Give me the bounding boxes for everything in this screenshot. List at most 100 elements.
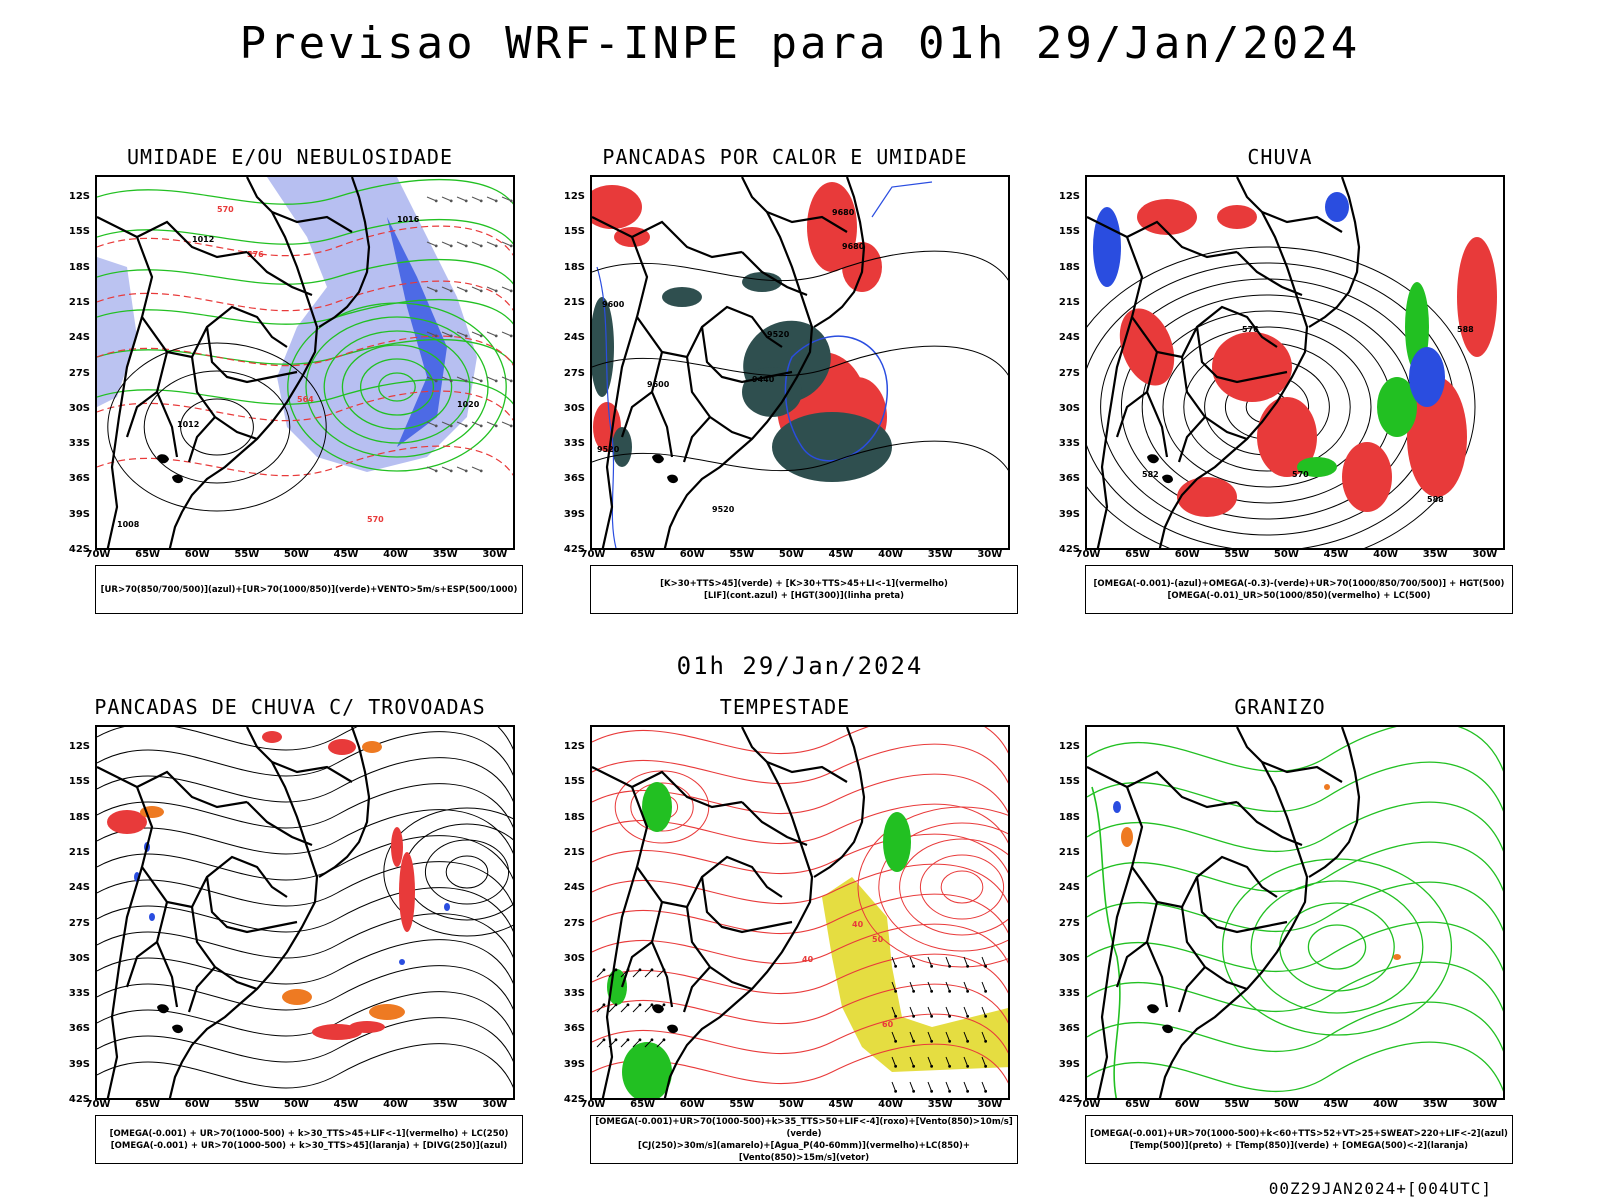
- latitude-tick-label: 30S: [1058, 402, 1080, 414]
- latitude-tick-label: 27S: [68, 917, 90, 929]
- longitude-tick-label: 55W: [729, 1099, 755, 1110]
- latitude-tick-label: 18S: [68, 811, 90, 823]
- longitude-tick-label: 30W: [1472, 1099, 1498, 1110]
- svg-text:570: 570: [367, 515, 384, 524]
- legend-line: [OMEGA(-0.001) + UR>70(1000-500) + k>30_…: [109, 1128, 509, 1139]
- longitude-tick-label: 65W: [135, 549, 161, 560]
- forecast-map: 40 50 60 40: [590, 725, 1010, 1100]
- svg-text:582: 582: [1142, 470, 1159, 479]
- svg-text:9600: 9600: [602, 300, 625, 309]
- svg-text:40: 40: [802, 955, 814, 964]
- longitude-tick-label: 35W: [1422, 1099, 1448, 1110]
- panel-legend: [OMEGA(-0.001)+UR>70(1000-500)+k<60+TTS>…: [1085, 1115, 1513, 1164]
- legend-line: [OMEGA(-0.01)_UR>50(1000/850)(vermelho) …: [1167, 590, 1431, 601]
- legend-line: [K>30+TTS>45](verde) + [K>30+TTS>45+LI<-…: [660, 578, 948, 589]
- svg-text:1012: 1012: [192, 235, 214, 244]
- latitude-tick-label: 39S: [563, 1058, 585, 1070]
- longitude-tick-label: 40W: [1373, 1099, 1399, 1110]
- longitude-tick-label: 35W: [927, 549, 953, 560]
- longitude-tick-label: 60W: [679, 1099, 705, 1110]
- legend-line: [OMEGA(-0.001)+UR>70(1000-500)+k<60+TTS>…: [1090, 1128, 1508, 1139]
- panel-5: TEMPESTADE 12S 15S 18S 21S 24S 27S 30S 33S 36S 39S…: [555, 695, 1018, 1175]
- map-field-graphic: 1012 1016 1020 1012 1008 570 576 564 570: [97, 177, 513, 548]
- map-field-graphic: 576 582 588 570 588: [1087, 177, 1497, 548]
- latitude-tick-label: 42S: [563, 1094, 585, 1105]
- longitude-tick-label: 65W: [1125, 549, 1151, 560]
- longitude-tick-label: 45W: [333, 549, 359, 560]
- longitude-tick-label: 50W: [283, 549, 309, 560]
- forecast-map: 1012 1016 1020 1012 1008 570 576 564 570: [95, 175, 515, 550]
- svg-text:9600: 9600: [647, 380, 670, 389]
- latitude-tick-label: 21S: [563, 296, 585, 308]
- svg-text:1008: 1008: [117, 520, 140, 529]
- latitude-tick-label: 27S: [563, 917, 585, 929]
- latitude-tick-label: 30S: [1058, 952, 1080, 964]
- panel-title: CHUVA: [1247, 145, 1313, 169]
- svg-text:9440: 9440: [752, 375, 775, 384]
- latitude-tick-label: 21S: [68, 296, 90, 308]
- latitude-tick-label: 18S: [563, 261, 585, 273]
- latitude-tick-label: 36S: [1058, 1023, 1080, 1035]
- longitude-tick-label: 60W: [184, 549, 210, 560]
- latitude-tick-label: 27S: [1058, 367, 1080, 379]
- longitude-tick-label: 55W: [234, 549, 260, 560]
- longitude-tick-label: 55W: [234, 1099, 260, 1110]
- latitude-tick-label: 39S: [68, 508, 90, 520]
- latitude-tick-label: 42S: [68, 544, 90, 555]
- svg-text:60: 60: [882, 1020, 894, 1029]
- forecast-time-label: 01h 29/Jan/2024: [676, 652, 924, 680]
- latitude-tick-label: 27S: [563, 367, 585, 379]
- longitude-tick-label: 30W: [482, 1099, 508, 1110]
- main-title: Previsao WRF-INPE para 01h 29/Jan/2024: [239, 18, 1361, 69]
- panel-3: CHUVA 12S 15S 18S 21S 24S 27S 30S 33S 36S 39S 42S 70…: [1050, 145, 1513, 625]
- latitude-tick-label: 39S: [1058, 1058, 1080, 1070]
- longitude-tick-label: 70W: [580, 1099, 606, 1110]
- svg-text:50: 50: [872, 935, 884, 944]
- latitude-tick-label: 15S: [68, 226, 90, 238]
- latitude-tick-label: 12S: [1058, 191, 1080, 202]
- longitude-tick-label: 45W: [828, 1099, 854, 1110]
- forecast-map: [95, 725, 515, 1100]
- latitude-tick-label: 12S: [68, 191, 90, 202]
- latitude-tick-label: 24S: [1058, 332, 1080, 344]
- svg-text:9680: 9680: [832, 208, 855, 217]
- latitude-tick-label: 42S: [68, 1094, 90, 1105]
- latitude-tick-label: 15S: [1058, 226, 1080, 238]
- latitude-tick-label: 33S: [1058, 438, 1080, 450]
- latitude-tick-label: 36S: [68, 473, 90, 485]
- latitude-tick-label: 12S: [563, 191, 585, 202]
- longitude-tick-label: 70W: [85, 1099, 111, 1110]
- latitude-tick-label: 18S: [563, 811, 585, 823]
- legend-line: [UR>70(850/700/500)](azul)+[UR>70(1000/8…: [100, 584, 518, 595]
- latitude-tick-label: 33S: [68, 438, 90, 450]
- longitude-tick-label: 45W: [1323, 1099, 1349, 1110]
- svg-text:1016: 1016: [397, 215, 420, 224]
- legend-line: [OMEGA(-0.001)+UR>70(1000-500)+k>35_TTS>…: [595, 1116, 1013, 1139]
- longitude-tick-label: 30W: [482, 549, 508, 560]
- longitude-tick-label: 30W: [1472, 549, 1498, 560]
- panel-title: GRANIZO: [1234, 695, 1326, 719]
- latitude-tick-label: 30S: [68, 952, 90, 964]
- latitude-tick-label: 33S: [563, 988, 585, 1000]
- panel-title: TEMPESTADE: [719, 695, 851, 719]
- longitude-tick-label: 35W: [432, 549, 458, 560]
- longitude-tick-label: 60W: [184, 1099, 210, 1110]
- latitude-tick-label: 33S: [68, 988, 90, 1000]
- latitude-tick-label: 12S: [563, 741, 585, 752]
- latitude-tick-label: 24S: [68, 332, 90, 344]
- svg-text:40: 40: [852, 920, 864, 929]
- longitude-tick-label: 60W: [1174, 549, 1200, 560]
- latitude-tick-label: 21S: [1058, 296, 1080, 308]
- panel-legend: [OMEGA(-0.001) + UR>70(1000-500) + k>30_…: [95, 1115, 523, 1164]
- latitude-tick-label: 24S: [1058, 882, 1080, 894]
- latitude-tick-label: 42S: [563, 544, 585, 555]
- forecast-map: 576 582 588 570 588: [1085, 175, 1505, 550]
- panel-legend: [UR>70(850/700/500)](azul)+[UR>70(1000/8…: [95, 565, 523, 614]
- panel-title: PANCADAS POR CALOR E UMIDADE: [602, 145, 968, 169]
- latitude-tick-label: 18S: [68, 261, 90, 273]
- longitude-tick-label: 55W: [1224, 549, 1250, 560]
- svg-text:1012: 1012: [177, 420, 199, 429]
- longitude-tick-label: 65W: [630, 1099, 656, 1110]
- longitude-tick-label: 60W: [1174, 1099, 1200, 1110]
